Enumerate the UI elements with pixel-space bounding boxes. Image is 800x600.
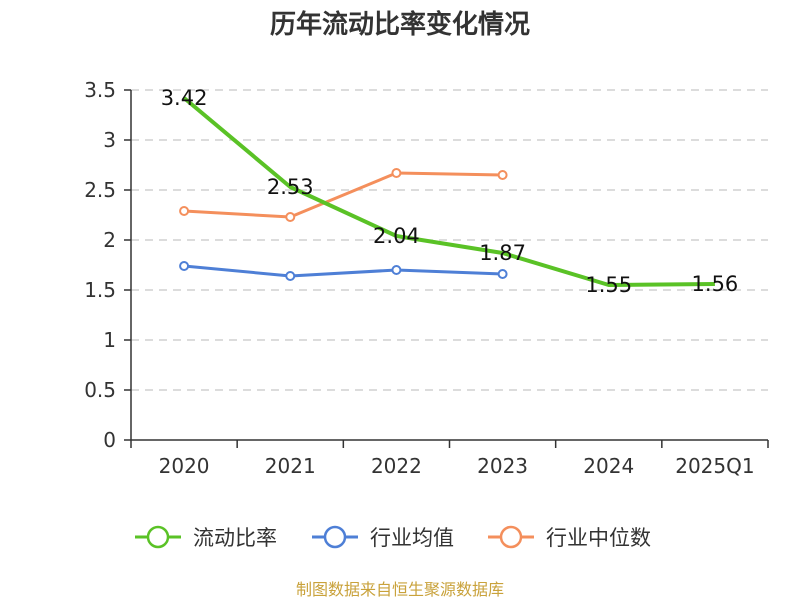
legend-marker-0 <box>146 525 170 549</box>
data-point <box>285 271 296 281</box>
y-tick-label: 3 <box>103 128 116 152</box>
series-line-0 <box>182 96 715 287</box>
x-tick-label: 2020 <box>159 454 210 478</box>
data-label: 1.87 <box>479 241 526 265</box>
y-tick-label: 1.5 <box>84 278 116 302</box>
data-label: 2.04 <box>373 224 420 248</box>
series-line-1 <box>183 264 503 278</box>
data-label: 2.53 <box>267 175 314 199</box>
data-point <box>391 168 402 178</box>
y-tick-label: 0 <box>103 428 116 452</box>
x-tick-label: 2025Q1 <box>675 454 754 478</box>
legend-label-1: 行业均值 <box>370 526 454 550</box>
x-tick-label: 2023 <box>477 454 528 478</box>
series-lines <box>179 96 715 287</box>
data-point <box>179 261 190 271</box>
y-tick-label: 3.5 <box>84 78 116 102</box>
y-tick-label: 1 <box>103 328 116 352</box>
data-label: 1.56 <box>692 272 739 296</box>
data-point <box>497 269 508 279</box>
series-line-2 <box>184 171 503 219</box>
chart-title: 历年流动比率变化情况 <box>270 9 530 40</box>
legend[interactable]: 流动比率 行业均值 行业中位数 <box>135 525 651 550</box>
source-note: 制图数据来自恒生聚源数据库 <box>296 580 504 599</box>
legend-label-2: 行业中位数 <box>546 526 651 550</box>
x-tick-label: 2024 <box>583 454 634 478</box>
y-tick-label: 2.5 <box>84 178 116 202</box>
x-tick-label: 2021 <box>265 454 316 478</box>
y-tick-label: 2 <box>103 228 116 252</box>
legend-label-0: 流动比率 <box>193 526 277 550</box>
data-labels: 3.42 2.53 2.04 1.87 1.55 1.56 <box>161 86 739 297</box>
data-point <box>497 170 508 180</box>
data-label: 1.55 <box>585 273 632 297</box>
y-tick-label: 0.5 <box>84 378 116 402</box>
data-point <box>285 212 296 222</box>
data-point <box>179 206 190 216</box>
x-tick-label: 2022 <box>371 454 422 478</box>
data-point <box>391 265 402 275</box>
data-label: 3.42 <box>161 86 208 110</box>
legend-marker-2 <box>499 525 523 549</box>
legend-marker-1 <box>323 525 347 549</box>
